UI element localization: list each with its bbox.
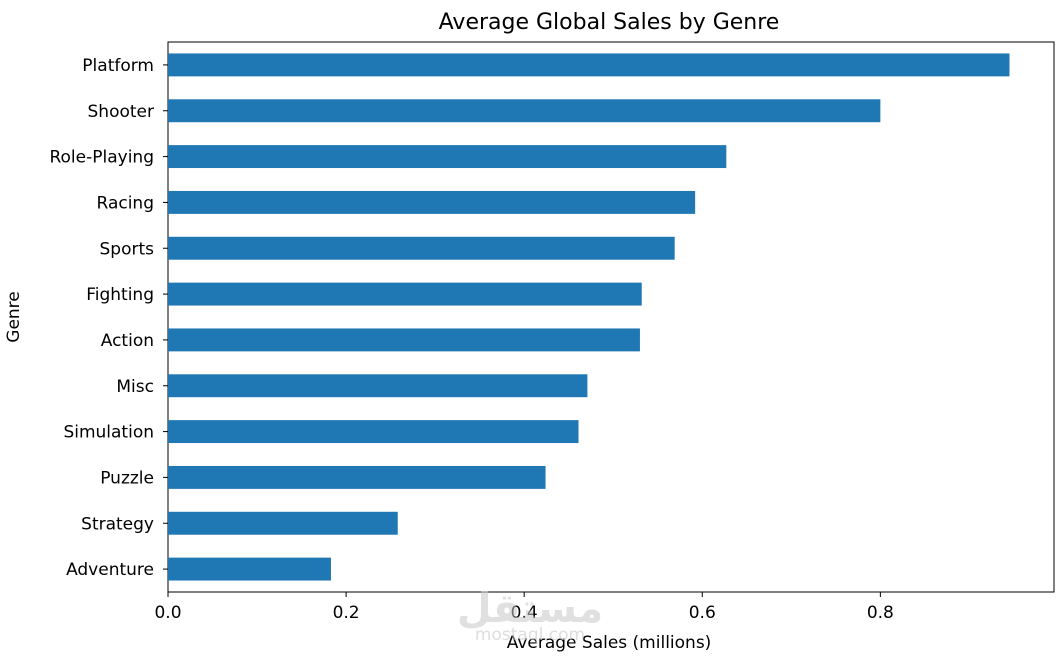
bars-layer [168,53,1010,581]
bar-misc [168,374,588,398]
bar-role-playing [168,145,727,169]
bar-fighting [168,282,642,306]
y-tick-label: Sports [100,239,155,259]
x-tick-label: 0.4 [511,603,538,623]
watermark-logo-text: مستقل [457,586,603,632]
watermark: مستقل mostaql.com [457,586,603,645]
bar-simulation [168,420,579,444]
y-tick-label: Adventure [66,560,154,580]
x-axis-title: Average Sales (millions) [507,633,712,653]
y-tick-label: Misc [116,377,154,397]
bar-platform [168,53,1010,77]
y-tick-label: Racing [97,193,155,213]
y-ticks: Platform Shooter Role-Playing Racing Sports F… [49,56,168,580]
x-tick-label: 0.8 [867,603,894,623]
y-tick-label: Fighting [86,285,154,305]
bar-action [168,328,640,352]
y-tick-label: Puzzle [100,468,154,488]
y-axis-title: Genre [4,291,24,342]
y-tick-label: Shooter [88,102,154,122]
y-tick-label: Action [101,331,154,351]
bar-shooter [168,99,881,123]
watermark-url: mostaql.com [475,625,585,645]
bar-adventure [168,557,331,581]
y-tick-label: Strategy [81,514,154,534]
y-tick-label: Role-Playing [49,148,154,168]
bar-sports [168,236,675,260]
x-tick-label: 0.6 [689,603,716,623]
bar-puzzle [168,465,546,489]
bar-strategy [168,511,398,535]
y-tick-label: Simulation [63,423,154,443]
y-tick-label: Platform [82,56,154,76]
bar-racing [168,190,696,214]
x-tick-label: 0.2 [333,603,360,623]
chart-title: Average Global Sales by Genre [439,10,780,35]
x-tick-label: 0.0 [154,603,181,623]
x-ticks: 0.0 0.2 0.4 0.6 0.8 [154,592,894,623]
plot-area-frame [167,41,1055,593]
